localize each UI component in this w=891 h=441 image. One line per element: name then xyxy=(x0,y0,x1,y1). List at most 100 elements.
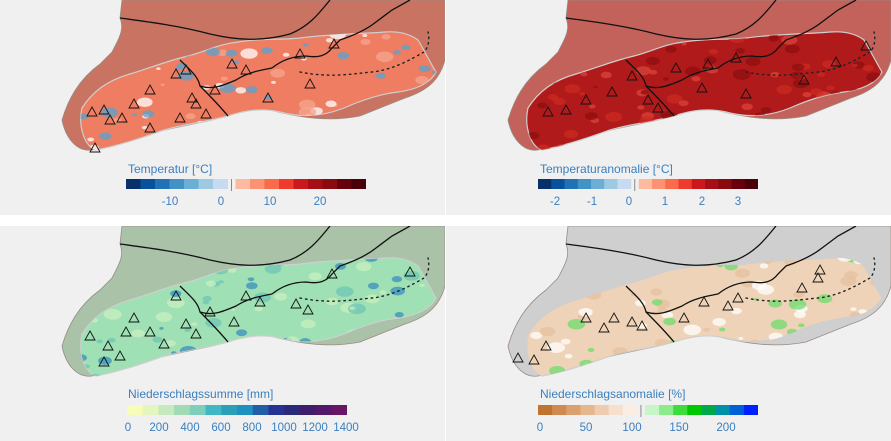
station-marker xyxy=(290,298,302,309)
country-border xyxy=(645,85,675,117)
station-marker xyxy=(240,290,252,301)
colorbar-swatch xyxy=(284,405,301,415)
country-border xyxy=(625,59,719,89)
divide-line xyxy=(299,31,430,76)
colorbar xyxy=(126,179,366,191)
colorbar-swatch xyxy=(604,179,618,189)
colorbar-label: Niederschlagsanomalie [%] xyxy=(540,387,686,401)
station-marker xyxy=(798,74,810,85)
station-marker xyxy=(226,58,238,69)
station-marker xyxy=(128,98,140,109)
station-marker xyxy=(670,62,682,73)
station-marker xyxy=(860,40,872,51)
country-border xyxy=(199,85,229,117)
colorbar-swatch xyxy=(142,405,159,415)
station-marker xyxy=(180,64,192,75)
station-marker xyxy=(560,104,572,115)
tick-label: 0 xyxy=(124,422,132,434)
colorbar-swatch xyxy=(279,179,294,189)
station-marker xyxy=(254,296,266,307)
tick-label: 600 xyxy=(211,422,231,434)
colorbar-swatch xyxy=(551,179,565,189)
station-marker xyxy=(144,326,156,337)
colorbar-label: Temperatur [°C] xyxy=(128,162,213,176)
colorbar-swatch xyxy=(127,405,144,415)
colorbar-swatch xyxy=(158,405,175,415)
country-border xyxy=(717,0,857,69)
tick-label: 200 xyxy=(716,422,736,434)
colorbar-swatch xyxy=(315,405,332,415)
tick-label: 150 xyxy=(669,422,689,434)
station-marker xyxy=(144,122,156,133)
station-marker xyxy=(542,106,554,117)
station-marker xyxy=(98,104,110,115)
colorbar-swatch xyxy=(564,179,579,189)
tick-label: 800 xyxy=(242,422,262,434)
station-marker xyxy=(626,70,638,81)
colorbar-swatch xyxy=(198,179,214,189)
map-panel-temperature: Temperatur [°C] -10 0 10 20 xyxy=(0,0,445,215)
station-marker xyxy=(678,312,690,323)
colorbar-swatch xyxy=(337,179,352,189)
colorbar-swatch xyxy=(250,179,265,189)
tick-label: 200 xyxy=(149,422,169,434)
station-marker xyxy=(170,290,182,301)
station-marker xyxy=(702,58,714,69)
colorbar-swatch xyxy=(718,179,732,189)
colorbar-swatch xyxy=(322,179,338,189)
colorbar-swatch xyxy=(594,405,610,415)
tick-label: 1400 xyxy=(333,422,359,434)
colorbar-swatch xyxy=(577,179,592,189)
alpine-domain xyxy=(526,257,883,377)
colorbar-swatch xyxy=(538,179,552,189)
tick-label: -1 xyxy=(586,196,598,208)
station-marker xyxy=(606,86,618,97)
station-marker xyxy=(116,112,128,123)
station-marker xyxy=(696,82,708,93)
colorbar-swatch xyxy=(687,405,702,415)
station-marker xyxy=(104,114,116,125)
colorbar-label: Niederschlagssumme [mm] xyxy=(128,387,274,401)
station-marker xyxy=(636,320,648,331)
station-marker xyxy=(722,300,734,311)
colorbar-swatch xyxy=(299,405,317,415)
station-marker xyxy=(512,352,524,363)
station-marker xyxy=(814,264,826,275)
station-marker xyxy=(190,328,202,339)
colorbar xyxy=(538,179,758,191)
colorbar-swatch xyxy=(169,179,185,189)
colorbar-swatch xyxy=(235,179,251,189)
station-marker xyxy=(608,312,620,323)
colorbar-swatch xyxy=(293,179,309,189)
map-panel-temperature-anomaly: Temperaturanomalie [°C] -2 -1 0 1 2 3 xyxy=(446,0,891,215)
colorbar-swatch xyxy=(264,179,280,189)
colorbar-swatch xyxy=(617,179,632,189)
station-marker xyxy=(209,84,221,95)
country-border xyxy=(119,226,331,266)
country-border xyxy=(271,0,411,69)
colorbar-swatch xyxy=(189,405,207,415)
tick-label: 100 xyxy=(622,422,642,434)
station-marker xyxy=(144,84,156,95)
country-border xyxy=(179,285,273,315)
station-marker xyxy=(812,272,824,283)
divide-line xyxy=(745,257,876,302)
colorbar-swatch xyxy=(729,405,745,415)
tick-label: 2 xyxy=(698,196,706,208)
station-marker xyxy=(262,92,274,103)
station-marker xyxy=(626,316,638,327)
colorbar-swatch xyxy=(140,179,156,189)
station-marker xyxy=(732,292,744,303)
station-marker xyxy=(114,350,126,361)
station-marker xyxy=(228,316,240,327)
colorbar-label: Temperaturanomalie [°C] xyxy=(540,162,673,176)
country-border xyxy=(625,285,719,315)
colorbar-swatch xyxy=(678,179,693,189)
station-marker xyxy=(326,268,338,279)
colorbar-swatch xyxy=(252,405,269,415)
colorbar-swatch xyxy=(715,405,731,415)
temperature-map xyxy=(61,0,445,153)
colorbar-swatch xyxy=(538,405,553,415)
station-marker xyxy=(102,340,114,351)
colorbar-swatch xyxy=(184,179,199,189)
